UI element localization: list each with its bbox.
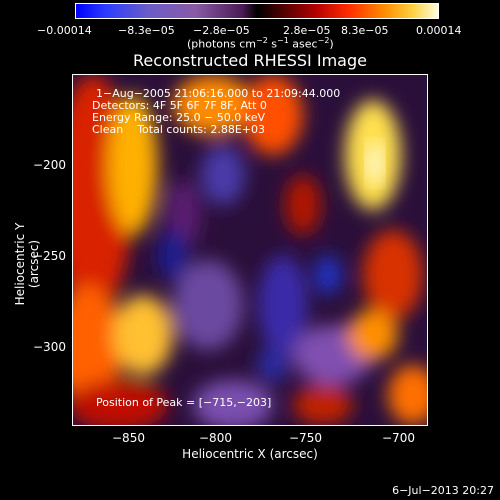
colorbar	[75, 3, 439, 19]
colorbar-tick: −8.3e−05	[118, 24, 175, 37]
x-tick: −800	[199, 431, 232, 445]
y-tick: −250	[33, 249, 66, 263]
x-axis-label: Heliocentric X (arcsec)	[182, 447, 318, 461]
annotation-clean: Clean Total counts: 2.88E+03	[92, 123, 266, 136]
colorbar-tick: −0.00014	[37, 24, 92, 37]
x-tick: −750	[289, 431, 322, 445]
peak-position: Position of Peak = [−715,−203]	[96, 396, 272, 409]
plot-title: Reconstructed RHESSI Image	[133, 51, 367, 70]
annotation-time: 1−Aug−2005 21:06:16.000 to 21:09:44.000	[96, 87, 341, 100]
colorbar-tick: 0.00014	[416, 24, 462, 37]
rhessi-image	[72, 74, 428, 426]
colorbar-tick: −2.8e−05	[193, 24, 250, 37]
annotation-energy: Energy Range: 25.0 − 50.0 keV	[92, 111, 266, 124]
colorbar-units: (photons cm−2 s−1 asec−2)	[187, 36, 334, 51]
timestamp: 6−Jul−2013 20:27	[392, 484, 494, 497]
colorbar-tick: 2.8e−05	[283, 24, 331, 37]
y-tick: −300	[33, 340, 66, 354]
colorbar-tick: 8.3e−05	[341, 24, 389, 37]
annotation-detectors: Detectors: 4F 5F 6F 7F 8F, Att 0	[92, 99, 267, 112]
x-tick: −850	[112, 431, 145, 445]
y-tick: −200	[33, 158, 66, 172]
x-tick: −700	[382, 431, 415, 445]
rhessi-image-map	[73, 75, 427, 425]
y-axis-label: Heliocentric Y (arcsec)	[13, 222, 41, 306]
